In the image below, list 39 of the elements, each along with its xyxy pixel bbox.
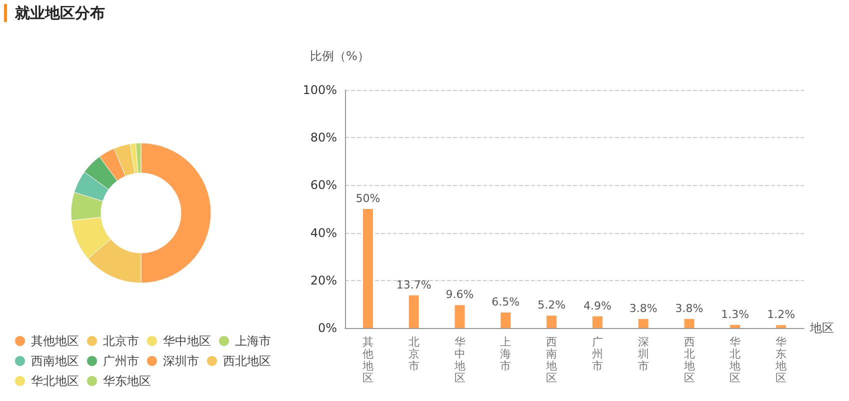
data-label: 4.9% xyxy=(583,299,612,312)
x-tick-label: 华中地区 xyxy=(453,336,466,384)
x-tick-label: 华东地区 xyxy=(774,336,787,384)
x-tick-label: 北京市 xyxy=(408,336,420,372)
y-tick-label: 40% xyxy=(310,226,337,240)
y-tick-label: 60% xyxy=(310,178,337,192)
x-tick-label: 西南地区 xyxy=(545,336,558,384)
bar xyxy=(730,324,740,328)
bar xyxy=(362,209,373,328)
x-axis-title: 地区 xyxy=(809,321,834,335)
bar xyxy=(408,295,419,328)
bar xyxy=(684,318,694,328)
bar xyxy=(776,325,786,328)
data-label: 5.2% xyxy=(538,298,566,312)
bar xyxy=(638,318,648,328)
y-tick-label: 100% xyxy=(302,83,337,97)
bar xyxy=(454,305,465,328)
y-tick-label: 80% xyxy=(310,130,337,145)
bar xyxy=(546,316,557,328)
x-tick-label: 其他地区 xyxy=(361,336,374,384)
data-label: 50% xyxy=(356,192,380,205)
data-label: 6.5% xyxy=(492,296,520,309)
chart-title: 就业地区分布 xyxy=(4,4,105,22)
data-label: 3.8% xyxy=(675,302,704,315)
y-axis-title: 比例（%） xyxy=(310,49,370,63)
x-tick-label: 广州市 xyxy=(592,336,603,372)
x-tick-label: 华北地区 xyxy=(728,336,741,384)
data-label: 13.7% xyxy=(396,278,432,292)
y-tick-label: 20% xyxy=(310,273,337,288)
data-label: 9.6% xyxy=(446,288,474,302)
x-tick-label: 上海市 xyxy=(500,336,512,372)
data-label: 1.2% xyxy=(767,308,796,322)
x-tick-label: 深圳市 xyxy=(636,336,649,372)
x-tick-label: 西北地区 xyxy=(682,336,695,384)
bar xyxy=(592,316,602,328)
data-label: 3.8% xyxy=(629,302,658,315)
data-label: 1.3% xyxy=(721,308,750,321)
y-tick-label: 0% xyxy=(318,321,337,335)
bar xyxy=(500,312,511,328)
